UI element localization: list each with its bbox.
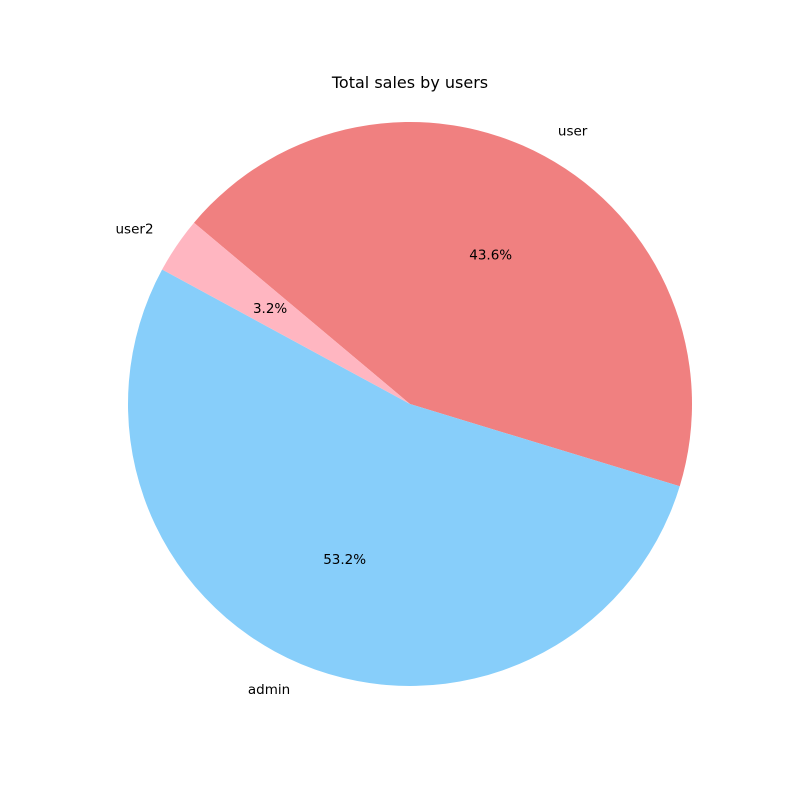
chart-title: Total sales by users <box>331 73 488 92</box>
slice-label-user: user <box>558 123 588 139</box>
slice-label-admin: admin <box>248 682 290 698</box>
pie-slices <box>127 122 692 687</box>
pie-slice-user <box>193 122 692 487</box>
slice-label-user2: user2 <box>116 221 154 237</box>
percent-label-user2: 3.2% <box>253 301 287 317</box>
pie-labels: user 43.6% admin 53.2% user2 3.2% <box>116 123 588 698</box>
percent-label-admin: 53.2% <box>323 552 366 568</box>
percent-label-user: 43.6% <box>469 247 512 263</box>
pie-slice-admin <box>127 269 680 687</box>
pie-slice-user2 <box>162 222 410 404</box>
